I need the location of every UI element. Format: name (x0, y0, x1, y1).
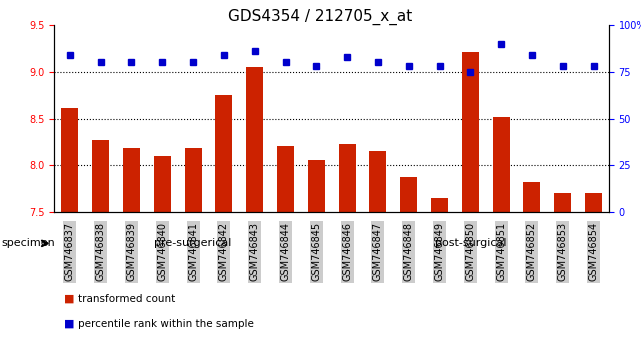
Text: pre-surgerical: pre-surgerical (154, 238, 232, 249)
Bar (308, 160, 325, 212)
Bar (185, 148, 201, 212)
Bar (338, 144, 356, 212)
Bar (277, 146, 294, 212)
Text: specimen: specimen (1, 238, 55, 249)
Bar (62, 108, 78, 212)
Bar (462, 52, 479, 212)
Bar (585, 193, 602, 212)
Bar (493, 117, 510, 212)
Text: post-surgical: post-surgical (435, 238, 506, 249)
Bar (123, 148, 140, 212)
Text: ■: ■ (64, 294, 74, 304)
Bar (554, 193, 571, 212)
Text: percentile rank within the sample: percentile rank within the sample (78, 319, 254, 329)
Text: transformed count: transformed count (78, 294, 176, 304)
Bar (524, 182, 540, 212)
Bar (92, 140, 109, 212)
Text: GDS4354 / 212705_x_at: GDS4354 / 212705_x_at (228, 9, 413, 25)
Bar (246, 67, 263, 212)
Bar (431, 198, 448, 212)
Bar (400, 177, 417, 212)
Bar (215, 95, 233, 212)
Text: ■: ■ (64, 319, 74, 329)
Bar (154, 156, 171, 212)
Bar (369, 152, 387, 212)
